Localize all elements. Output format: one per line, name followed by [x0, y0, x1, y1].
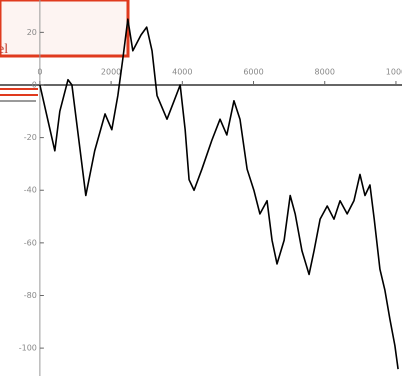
- series-line: [39, 18, 399, 370]
- y-tick-label: -100: [19, 344, 37, 353]
- y-tick-label: -60: [24, 238, 37, 247]
- y-tick-label: 20: [27, 28, 37, 37]
- x-tick-label: 0: [37, 67, 42, 76]
- x-tick-label: 4000: [172, 67, 192, 76]
- overlay-text: el: [0, 42, 8, 57]
- overlay-box: [0, 0, 130, 58]
- y-tick-label: 0: [32, 80, 37, 89]
- x-tick-label: 6000: [243, 67, 263, 76]
- x-tick-label: 2000: [101, 67, 121, 76]
- x-tick-label: 8000: [315, 67, 335, 76]
- y-tick-label: -20: [24, 133, 37, 142]
- x-tick-label: 1000: [386, 67, 402, 76]
- y-tick-label: -40: [24, 186, 37, 195]
- y-tick-label: -80: [24, 291, 37, 300]
